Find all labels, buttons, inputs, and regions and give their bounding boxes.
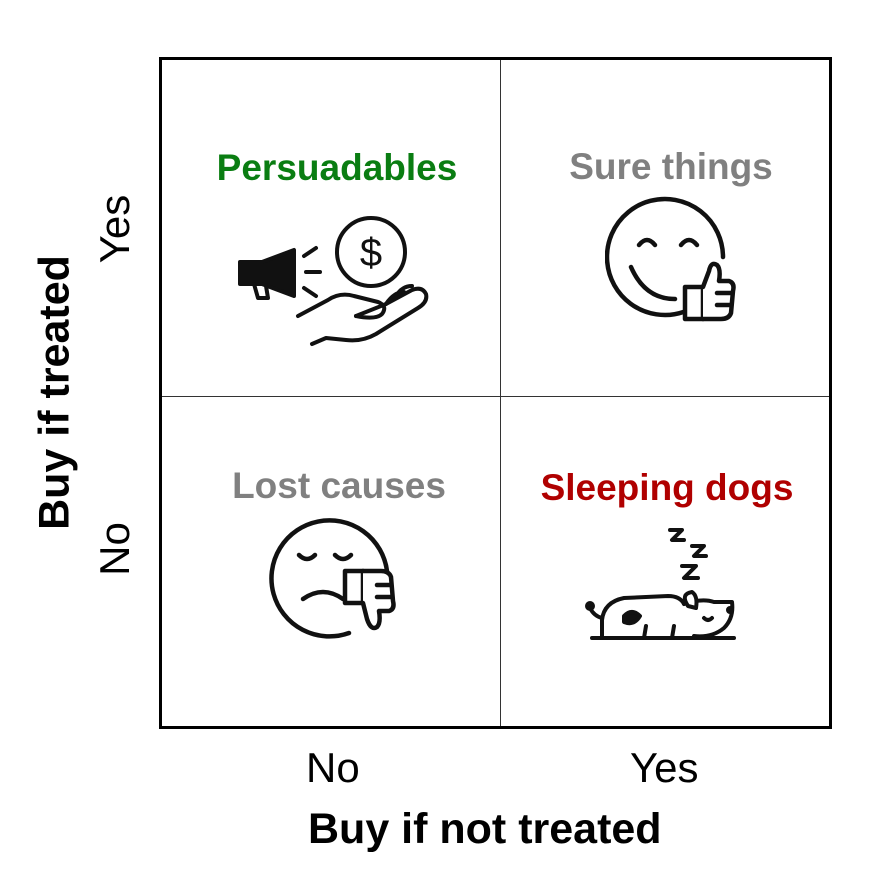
horizontal-divider: [162, 396, 829, 397]
x-tick-yes: Yes: [630, 744, 699, 791]
quadrant-title-persuadables: Persuadables: [216, 147, 458, 188]
sad-face-thumbs-down-icon: [269, 518, 396, 639]
svg-text:$: $: [360, 231, 382, 275]
megaphone-money-hand-icon: $: [238, 216, 429, 346]
smiley-thumbs-up-icon: [605, 196, 736, 322]
quadrant-title-lost-causes: Lost causes: [232, 465, 446, 506]
quadrant-title-sleeping-dogs: Sleeping dogs: [540, 467, 794, 508]
y-tick-no: No: [91, 522, 138, 576]
y-axis-title: Buy if treated: [30, 255, 79, 530]
quadrant-grid: [159, 57, 832, 729]
sleeping-dog-icon: [585, 528, 736, 640]
y-tick-yes: Yes: [91, 194, 138, 264]
quadrant-title-sure-things: Sure things: [569, 146, 773, 187]
x-axis-title: Buy if not treated: [308, 805, 662, 853]
vertical-divider: [500, 60, 501, 726]
x-tick-no: No: [306, 744, 360, 791]
